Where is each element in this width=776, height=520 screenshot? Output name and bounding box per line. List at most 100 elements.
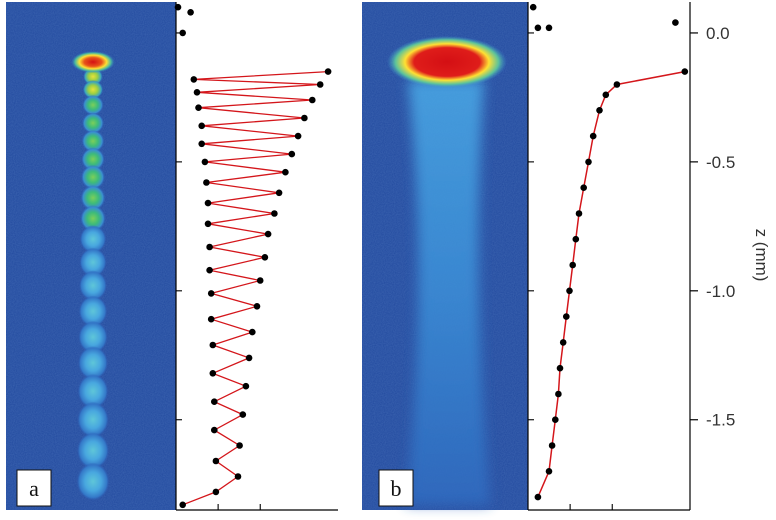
data-point — [301, 114, 308, 122]
atom-cloud — [81, 112, 105, 134]
data-point — [556, 364, 564, 372]
panel-b-label-box: b — [378, 469, 414, 507]
data-point — [681, 68, 689, 75]
atom-cloud — [81, 129, 105, 153]
data-point — [193, 89, 201, 96]
data-point — [198, 140, 205, 148]
atom-cloud — [79, 225, 107, 254]
panel-b-profile — [527, 2, 691, 511]
data-point — [242, 382, 250, 390]
data-point — [211, 398, 218, 406]
z-tick-label: -1.0 — [706, 282, 735, 301]
profile-a-data-points — [174, 3, 332, 509]
dense-atom-cloud — [71, 51, 115, 73]
atom-cloud — [76, 462, 110, 501]
data-point — [575, 210, 583, 217]
profile-b-data-points — [529, 3, 689, 501]
atom-cloud — [80, 184, 106, 211]
data-point — [234, 473, 242, 480]
data-point — [309, 96, 316, 104]
data-point — [572, 235, 580, 243]
atom-cloud — [79, 247, 107, 277]
data-point — [206, 266, 213, 274]
data-point — [566, 287, 573, 295]
z-axis-label: z (mm) — [752, 229, 771, 282]
data-point — [256, 277, 264, 284]
data-point — [602, 91, 610, 99]
data-point — [589, 132, 597, 140]
panel-b-image — [362, 2, 528, 510]
z-tick-label: -0.5 — [706, 153, 735, 172]
data-point — [569, 261, 576, 269]
data-point — [264, 230, 272, 238]
data-point — [294, 132, 302, 140]
data-point — [209, 370, 217, 377]
data-point — [236, 442, 243, 449]
profile-a-ticks — [176, 32, 261, 510]
panel-a-label: a — [29, 476, 39, 501]
z-tick-label: -1.5 — [706, 411, 735, 430]
panel-a-image — [6, 2, 176, 510]
data-point — [239, 411, 247, 418]
data-point — [672, 19, 679, 26]
data-point — [211, 426, 218, 434]
atom-cloud — [77, 401, 109, 438]
data-point — [212, 457, 220, 465]
data-point — [253, 303, 261, 310]
data-point — [245, 354, 253, 362]
data-point — [529, 3, 537, 11]
data-point — [201, 158, 209, 166]
atom-stream — [406, 80, 490, 505]
data-point — [209, 341, 217, 349]
data-point — [316, 81, 324, 88]
atom-cloud — [78, 320, 108, 354]
data-point — [204, 199, 212, 207]
atom-cloud — [77, 373, 109, 409]
data-point — [271, 210, 278, 217]
data-point — [203, 179, 210, 186]
data-point — [261, 253, 269, 261]
data-point — [187, 9, 194, 16]
atom-cloud — [77, 432, 109, 469]
atom-cloud — [80, 205, 106, 232]
data-point — [534, 493, 542, 501]
panel-a-profile — [174, 2, 338, 511]
data-point — [275, 189, 283, 197]
data-point — [559, 339, 567, 346]
data-point — [179, 501, 186, 509]
dense-atom-cloud — [387, 36, 507, 88]
atom-cloud — [79, 270, 107, 301]
data-point — [534, 24, 542, 32]
data-point — [206, 243, 213, 251]
data-point — [580, 184, 587, 191]
data-point — [282, 168, 289, 176]
atom-cloud — [81, 147, 105, 171]
data-point — [585, 158, 592, 166]
data-point — [548, 442, 556, 449]
data-point — [207, 290, 215, 297]
data-point — [204, 220, 212, 228]
data-point — [179, 29, 186, 37]
data-point — [555, 390, 562, 398]
data-point — [207, 315, 215, 323]
atom-cloud — [82, 94, 104, 116]
atom-cloud — [78, 346, 108, 380]
data-point — [613, 81, 621, 88]
data-point — [288, 150, 296, 158]
atom-cloud — [78, 295, 108, 327]
atom-cloud-chain — [76, 67, 110, 501]
profile-b-ticks — [528, 32, 613, 510]
z-axis-ticks: 0.0 -0.5 -1.0 -1.5 — [690, 24, 735, 430]
data-point — [212, 488, 220, 496]
panel-a-label-box: a — [16, 469, 52, 507]
data-point — [198, 122, 205, 130]
data-point — [563, 313, 570, 320]
data-point — [195, 104, 202, 111]
atom-cloud — [82, 79, 104, 100]
data-point — [190, 76, 198, 83]
data-point — [552, 416, 559, 424]
data-point — [596, 107, 603, 114]
data-point — [174, 3, 182, 11]
data-point — [249, 328, 256, 336]
